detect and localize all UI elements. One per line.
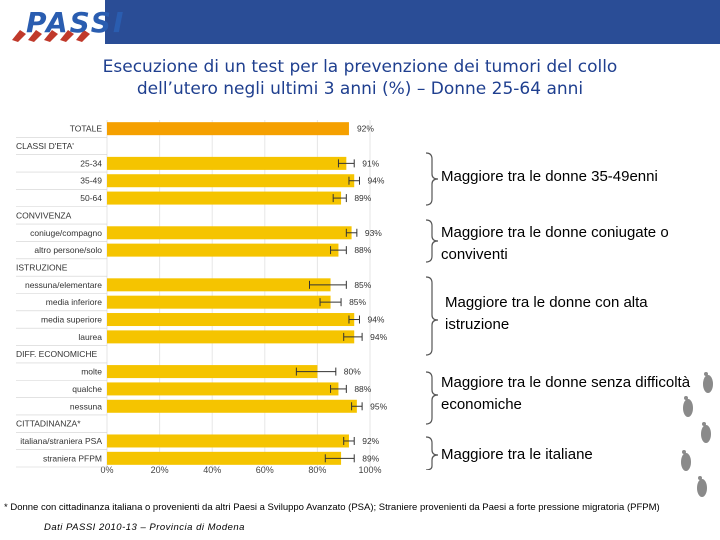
group-label: CITTADINANZA* [16,419,81,429]
category-label: italiana/straniera PSA [20,436,102,446]
category-label: laurea [78,332,102,342]
category-label: molte [81,367,102,377]
annotation-economic: Maggiore tra le donne senza difficoltà e… [441,374,691,413]
bar [107,399,357,413]
category-label: qualche [72,384,102,394]
category-label: media inferiore [46,297,102,307]
bar [107,295,331,309]
bar [107,365,318,379]
bar [107,191,342,205]
category-label: altro persone/solo [34,245,102,255]
chart-title: Esecuzione di un test per la prevenzione… [0,56,720,100]
category-label: media superiore [41,315,102,325]
bar [107,243,339,257]
logo-figures [12,30,90,42]
brace-edu [425,276,439,356]
source-note: Dati PASSI 2010-13 – Provincia di Modena [44,522,245,533]
title-line-1: Esecuzione di un test per la prevenzione… [102,57,618,77]
x-tick-label: 20% [151,465,169,475]
brace-citizen [425,436,439,470]
group-label: CLASSI D'ETA' [16,141,74,151]
x-tick-label: 80% [308,465,326,475]
data-label: 94% [367,176,384,186]
category-label: nessuna [70,401,102,411]
bar [107,278,331,292]
footnote: * Donne con cittadinanza italiana o prov… [4,502,660,513]
annotation-braces [425,152,439,470]
group-label: DIFF. ECONOMICHE [16,349,98,359]
category-label: 25-34 [80,158,102,168]
title-line-2: dell’utero negli ultimi 3 anni (%) – Don… [136,79,584,99]
data-label: 95% [370,401,387,411]
x-tick-label: 40% [203,465,221,475]
brace-cohab [425,219,439,263]
x-tick-label: 100% [358,465,381,475]
category-label: straniera PFPM [43,453,102,463]
data-label: 89% [362,453,379,463]
category-label: TOTALE [70,124,103,134]
footprints-icon [681,372,713,497]
bar [107,156,347,170]
bar [107,174,355,188]
x-tick-label: 0% [100,465,113,475]
bar-chart: 0% 20% 40% 60% 80% 100% TOTALE 92% CLASSI D'ETA'… [16,120,388,475]
annotation-cohabitation: Maggiore tra le donne coniugate o conviv… [441,224,669,263]
data-label: 92% [357,124,374,134]
category-label: 35-49 [80,176,102,186]
bar [107,122,349,136]
group-label: CONVIVENZA [16,210,72,220]
data-label: 92% [362,436,379,446]
data-label: 88% [354,384,371,394]
brace-age [425,152,439,206]
bar [107,382,339,396]
bar [107,226,352,240]
annotation-citizenship: Maggiore tra le italiane [441,446,593,463]
bar [107,313,355,327]
bar [107,330,355,344]
data-label: 94% [370,332,387,342]
data-label: 93% [365,228,382,238]
category-label: nessuna/elementare [25,280,102,290]
bar [107,434,349,448]
annotation-education: Maggiore tra le donne con alta istruzion… [445,294,648,333]
data-label: 89% [354,193,371,203]
x-tick-label: 60% [256,465,274,475]
data-label: 80% [344,367,361,377]
data-label: 88% [354,245,371,255]
header-bar [105,0,720,44]
passi-logo: PASSI [8,4,123,42]
category-label: coniuge/compagno [30,228,102,238]
data-label: 91% [362,158,379,168]
bar [107,451,342,465]
group-label: ISTRUZIONE [16,262,68,272]
data-label: 85% [349,297,366,307]
brace-econ [425,371,439,425]
logo-text: PASSI [26,6,126,39]
category-label: 50-64 [80,193,102,203]
data-label: 94% [367,315,384,325]
annotation-age: Maggiore tra le donne 35-49enni [441,168,658,185]
data-label: 85% [354,280,371,290]
